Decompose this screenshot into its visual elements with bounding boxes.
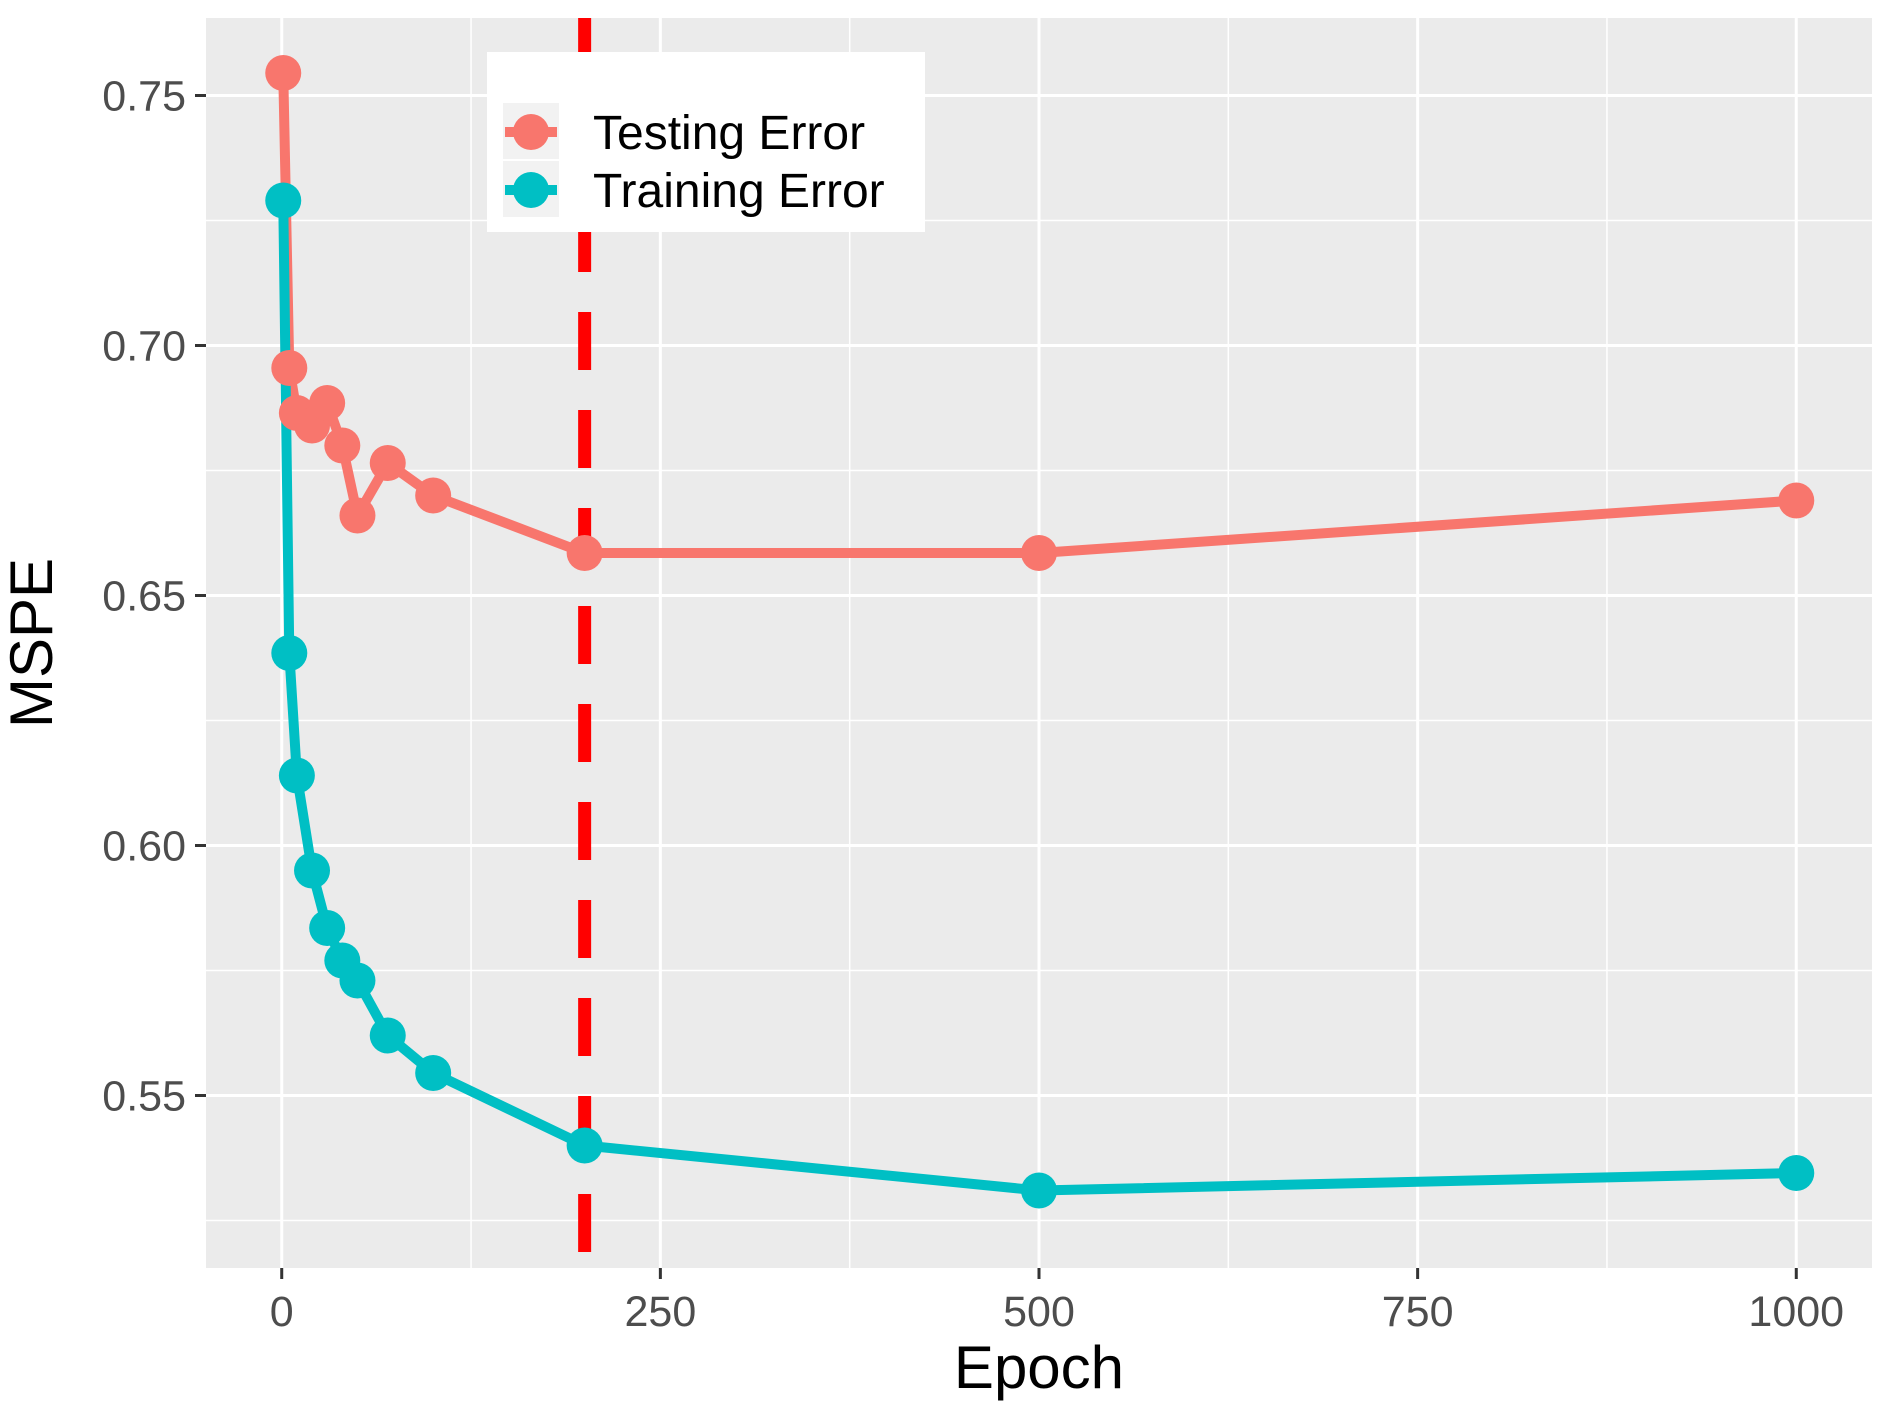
data-point xyxy=(339,497,376,534)
x-tick-label: 1000 xyxy=(1748,1288,1844,1336)
data-point xyxy=(265,182,302,219)
x-axis-title: Epoch xyxy=(954,1334,1124,1401)
y-axis: 0.55 0.60 0.65 0.70 0.75 xyxy=(102,73,206,1121)
legend-key-point xyxy=(513,114,549,150)
y-tick-label: 0.65 xyxy=(102,573,186,621)
data-point xyxy=(415,1055,452,1091)
data-point xyxy=(1021,1172,1057,1209)
data-point xyxy=(415,477,452,514)
data-point xyxy=(278,757,315,794)
data-point xyxy=(309,910,346,946)
x-tick-label: 0 xyxy=(270,1288,294,1336)
data-point xyxy=(1778,1155,1815,1191)
data-point xyxy=(271,635,308,671)
data-point xyxy=(566,535,603,571)
data-point xyxy=(265,55,302,91)
y-tick-label: 0.55 xyxy=(102,1073,186,1121)
y-tick-label: 0.60 xyxy=(102,823,186,871)
data-point xyxy=(324,427,361,464)
series-group xyxy=(265,55,1815,1209)
x-tick-label: 500 xyxy=(1003,1288,1075,1336)
data-point xyxy=(294,852,331,889)
data-point xyxy=(271,350,308,386)
legend-key-point xyxy=(513,172,549,208)
x-tick-label: 750 xyxy=(1382,1288,1454,1336)
y-tick-label: 0.75 xyxy=(102,73,186,121)
x-tick-label: 250 xyxy=(624,1288,696,1336)
data-point xyxy=(1778,482,1815,519)
data-point xyxy=(309,385,346,421)
data-point xyxy=(1021,535,1057,571)
legend-box xyxy=(487,52,925,232)
data-point xyxy=(369,445,406,481)
legend-label: Training Error xyxy=(593,165,885,218)
y-axis-title: MSPE xyxy=(0,558,65,728)
data-point xyxy=(566,1127,603,1164)
x-axis: 0 250 500 750 1000 xyxy=(270,1268,1844,1336)
data-point xyxy=(339,962,376,999)
data-point xyxy=(369,1017,406,1054)
legend-label: Testing Error xyxy=(593,107,865,160)
y-tick-label: 0.70 xyxy=(102,323,186,371)
